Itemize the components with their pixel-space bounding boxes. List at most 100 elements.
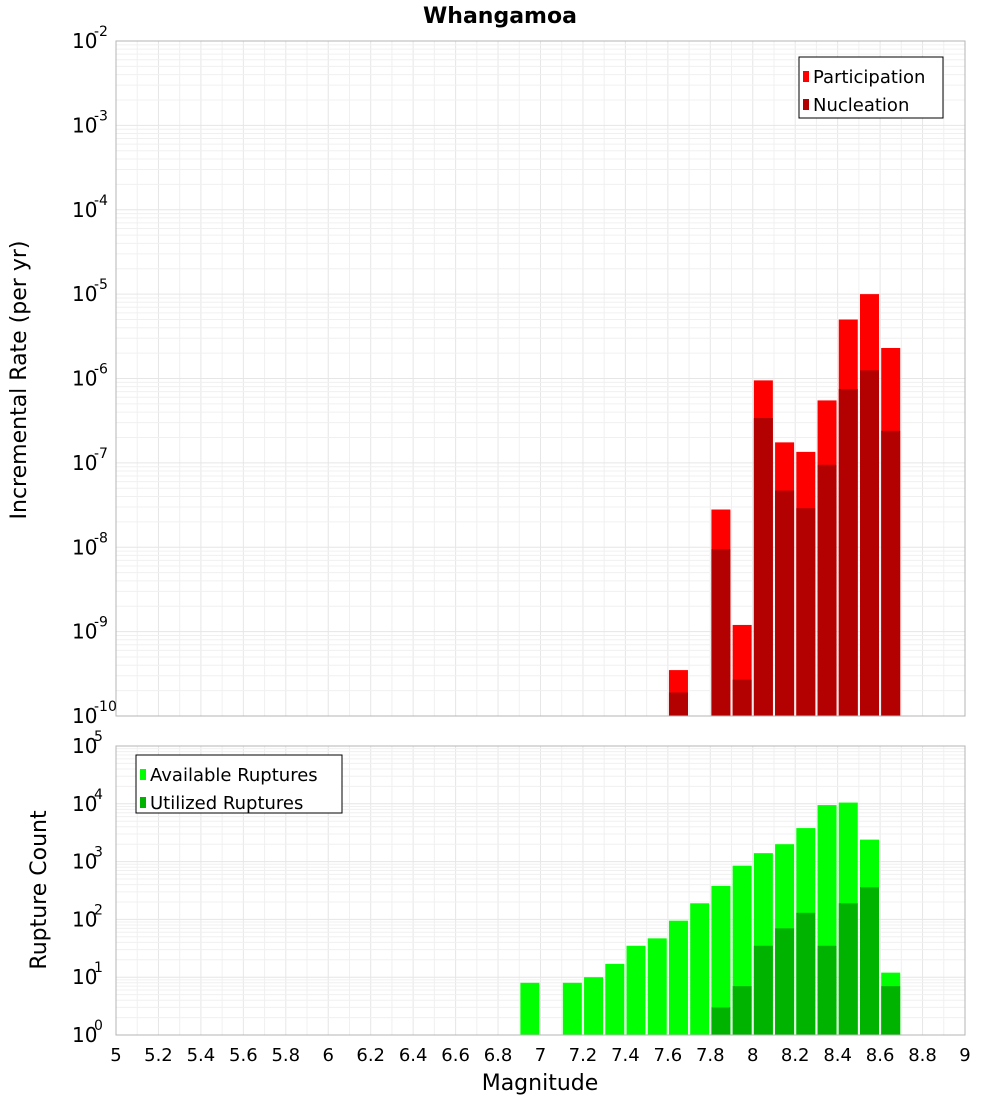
bar-nucleation: [668, 692, 688, 716]
bar-available-ruptures: [647, 938, 667, 1035]
bottom-y-axis-title: Rupture Count: [27, 810, 52, 970]
bar-utilized-ruptures: [732, 986, 752, 1035]
bar-available-ruptures: [584, 977, 604, 1035]
y-tick-exponent: -7: [94, 446, 108, 462]
y-tick-exponent: 3: [94, 845, 103, 861]
x-tick-label: 8: [747, 1045, 758, 1066]
bar-utilized-ruptures: [775, 928, 795, 1035]
bar-available-ruptures: [562, 982, 582, 1035]
top-y-axis-title: Incremental Rate (per yr): [7, 241, 32, 520]
plot-frame: [115, 40, 966, 717]
x-tick-label: 6.8: [484, 1045, 513, 1066]
bar-utilized-ruptures: [796, 912, 816, 1035]
x-axis-ticks: 5 5.2 5.4 5.6 5.8 6 6.2 6.4 6.6 6.8 7 7.2 7.4 7.6 7.8 8…: [110, 1045, 970, 1066]
y-tick-label: 10: [72, 850, 97, 874]
rate-plot: 10-1010-910-810-710-610-510-410-310-2Par…: [72, 24, 966, 728]
y-tick-exponent: 5: [94, 729, 103, 745]
legend-label: Utilized Ruptures: [150, 793, 303, 814]
y-tick-label: 10: [72, 29, 97, 53]
y-tick-label: 10: [72, 965, 97, 989]
x-tick-label: 5.4: [187, 1045, 216, 1066]
y-tick-exponent: -6: [94, 362, 108, 378]
legend-swatch: [140, 769, 146, 780]
y-tick-exponent: -2: [94, 24, 108, 40]
bar-available-ruptures: [711, 885, 731, 1035]
bar-nucleation: [859, 370, 879, 716]
x-tick-label: 5.8: [271, 1045, 300, 1066]
bar-utilized-ruptures: [838, 903, 858, 1035]
bar-available-ruptures: [690, 903, 710, 1035]
y-tick-label: 10: [72, 704, 97, 728]
y-tick-label: 10: [72, 907, 97, 931]
y-tick-exponent: -4: [94, 193, 108, 209]
x-tick-label: 8.2: [781, 1045, 810, 1066]
y-tick-label: 10: [72, 792, 97, 816]
bar-nucleation: [753, 418, 773, 716]
y-tick-label: 10: [72, 620, 97, 644]
x-axis-title: Magnitude: [482, 1071, 599, 1096]
legend-box: [798, 56, 944, 119]
legend-swatch: [803, 99, 809, 110]
x-tick-label: 7.2: [569, 1045, 598, 1066]
y-tick-exponent: -8: [94, 530, 108, 546]
y-tick-label: 10: [72, 198, 97, 222]
bar-nucleation: [881, 430, 901, 716]
y-tick-label: 10: [72, 535, 97, 559]
y-tick-label: 10: [72, 734, 97, 758]
bar-utilized-ruptures: [881, 986, 901, 1035]
bar-nucleation: [732, 679, 752, 716]
x-tick-label: 7.8: [696, 1045, 725, 1066]
bar-available-ruptures: [626, 945, 646, 1035]
bar-nucleation: [796, 508, 816, 716]
y-tick-label: 10: [72, 282, 97, 306]
y-tick-exponent: 2: [94, 902, 103, 918]
legend-label: Available Ruptures: [150, 765, 318, 786]
x-tick-label: 7.4: [611, 1045, 640, 1066]
x-tick-label: 5.2: [144, 1045, 173, 1066]
y-tick-exponent: -3: [94, 108, 108, 124]
legend: Participation Nucleation: [798, 56, 944, 119]
bar-nucleation: [775, 490, 795, 716]
y-tick-exponent: -10: [94, 699, 117, 715]
y-tick-label: 10: [72, 1023, 97, 1047]
y-tick-exponent: -5: [94, 277, 108, 293]
y-tick-exponent: -9: [94, 615, 108, 631]
legend-box: [135, 754, 343, 814]
x-tick-label: 8.6: [866, 1045, 895, 1066]
bar-available-ruptures: [520, 982, 540, 1035]
y-tick-label: 10: [72, 451, 97, 475]
y-tick-label: 10: [72, 367, 97, 391]
plot-frame: [115, 745, 966, 1036]
x-tick-label: 6: [323, 1045, 334, 1066]
x-tick-label: 7.6: [654, 1045, 683, 1066]
legend-swatch: [140, 797, 146, 808]
x-tick-label: 5.6: [229, 1045, 258, 1066]
x-tick-label: 6.6: [441, 1045, 470, 1066]
x-tick-label: 9: [959, 1045, 970, 1066]
bar-nucleation: [711, 549, 731, 716]
bar-nucleation: [838, 389, 858, 716]
bar-utilized-ruptures: [753, 945, 773, 1035]
x-tick-label: 6.2: [356, 1045, 385, 1066]
legend-label: Nucleation: [813, 95, 909, 116]
bar-available-ruptures: [668, 920, 688, 1035]
chart-title: Whangamoa: [423, 4, 577, 29]
legend-label: Participation: [813, 67, 925, 88]
bar-nucleation: [817, 464, 837, 716]
x-tick-label: 8.8: [908, 1045, 937, 1066]
x-tick-label: 6.4: [399, 1045, 428, 1066]
bar-utilized-ruptures: [859, 887, 879, 1035]
bar-available-ruptures: [605, 963, 625, 1035]
bar-utilized-ruptures: [711, 1007, 731, 1035]
bar-utilized-ruptures: [817, 945, 837, 1035]
legend: Available Ruptures Utilized Ruptures: [135, 754, 343, 814]
y-tick-exponent: 0: [94, 1018, 103, 1034]
x-tick-label: 5: [110, 1045, 121, 1066]
x-tick-label: 8.4: [823, 1045, 852, 1066]
x-tick-label: 7: [535, 1045, 546, 1066]
y-tick-exponent: 4: [94, 787, 103, 803]
y-tick-exponent: 1: [94, 960, 103, 976]
y-tick-label: 10: [72, 113, 97, 137]
